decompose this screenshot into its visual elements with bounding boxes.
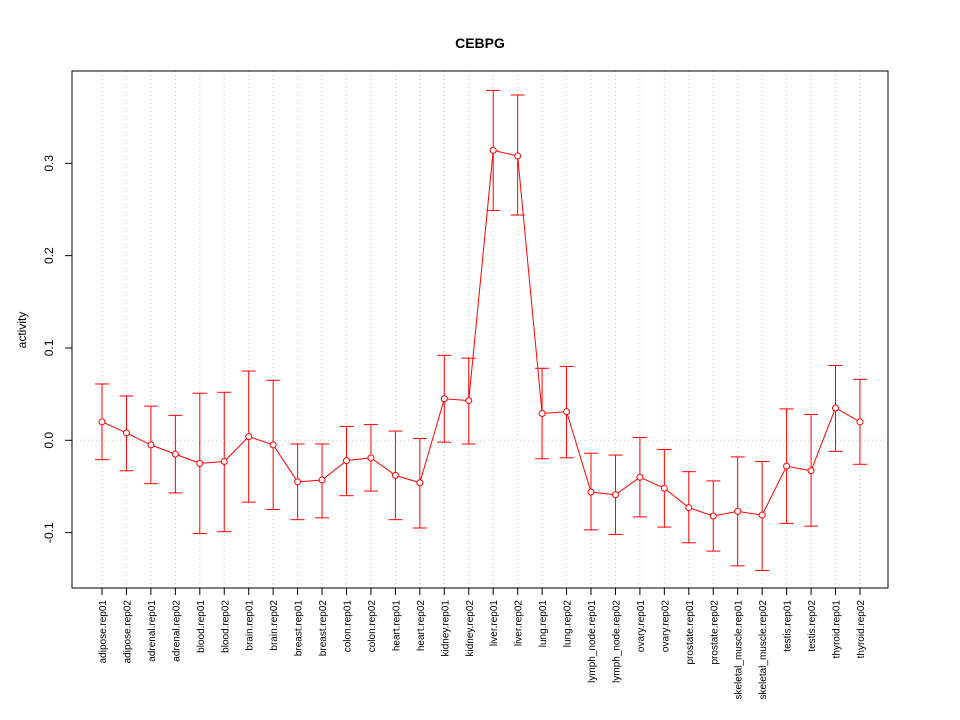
data-point [391,471,399,479]
x-tick-label: lymph_node.rep02 [611,600,622,683]
x-tick-label: blood.rep02 [220,600,231,653]
data-point [416,479,424,487]
x-tick-label: skeletal_muscle.rep02 [758,600,769,700]
data-point [294,478,302,486]
x-tick-label: colon.rep02 [367,600,378,653]
x-tick-label: blood.rep01 [196,600,207,653]
chart-title: CEBPG [455,35,505,51]
data-point [734,507,742,515]
x-tick-label: adipose.rep02 [122,600,133,664]
x-tick-label: brain.rep01 [245,600,256,651]
x-tick-label: prostate.rep01 [685,600,696,665]
x-tick-label: liver.rep01 [489,600,500,647]
data-point [807,467,815,475]
x-tick-label: lung.rep01 [538,600,549,648]
data-point [611,491,619,499]
y-tick-label: 0.2 [42,247,56,264]
x-tick-label: testis.rep02 [807,600,818,652]
x-tick-label: brain.rep02 [269,600,280,651]
x-tick-label: breast.rep02 [318,600,329,657]
data-point [685,504,693,512]
data-point [660,484,668,492]
x-tick-label: liver.rep02 [514,600,525,647]
data-point [832,404,839,412]
data-point [98,418,106,426]
x-tick-label: lymph_node.rep01 [587,600,598,683]
x-tick-label: breast.rep01 [294,600,305,657]
data-point [514,152,522,160]
data-point [758,511,766,519]
data-point [147,441,155,449]
y-tick-label: 0.3 [42,155,56,172]
data-point [220,458,228,466]
data-point [563,408,571,416]
data-point [343,457,350,465]
x-tick-label: adrenal.rep02 [171,600,182,662]
y-tick-label: 0.0 [42,432,56,449]
y-tick-label: -0.1 [42,522,56,543]
data-point [538,410,546,418]
x-tick-label: adipose.rep01 [98,600,109,664]
data-point [245,433,253,441]
x-tick-label: lung.rep02 [563,600,574,648]
data-point [269,441,277,449]
x-tick-label: kidney.rep02 [465,600,476,657]
data-point [489,146,497,154]
data-point [587,488,595,496]
grid [72,71,888,588]
data-point [709,512,717,520]
x-tick-label: ovary.rep01 [636,600,647,653]
y-axis-label: activity [15,312,29,349]
series [95,89,867,571]
data-point [440,395,448,403]
data-point [318,476,326,484]
data-point [122,429,130,437]
data-point [196,459,204,467]
x-tick-label: prostate.rep02 [709,600,720,665]
x-tick-label: thyroid.rep02 [856,600,867,659]
x-tick-label: skeletal_muscle.rep01 [734,600,745,700]
axes: -0.1 0.0 0.1 0.2 0.3 adipose.rep01 adipose.rep… [42,155,867,700]
data-point [783,462,791,470]
plot-frame [71,70,889,589]
data-point [636,473,644,481]
data-point [856,418,864,426]
series-line [101,149,861,517]
x-tick-label: thyroid.rep01 [832,600,843,659]
x-tick-label: adrenal.rep01 [147,600,158,662]
x-tick-label: colon.rep01 [343,600,354,653]
y-tick-label: 0.1 [42,339,56,356]
x-tick-label: heart.rep01 [391,600,402,652]
x-tick-label: heart.rep02 [416,600,427,652]
data-point [465,397,473,405]
x-tick-label: kidney.rep01 [440,600,451,657]
data-point [171,450,179,458]
x-tick-label: testis.rep01 [783,600,794,652]
data-point [367,454,375,462]
x-tick-label: ovary.rep02 [660,600,671,653]
